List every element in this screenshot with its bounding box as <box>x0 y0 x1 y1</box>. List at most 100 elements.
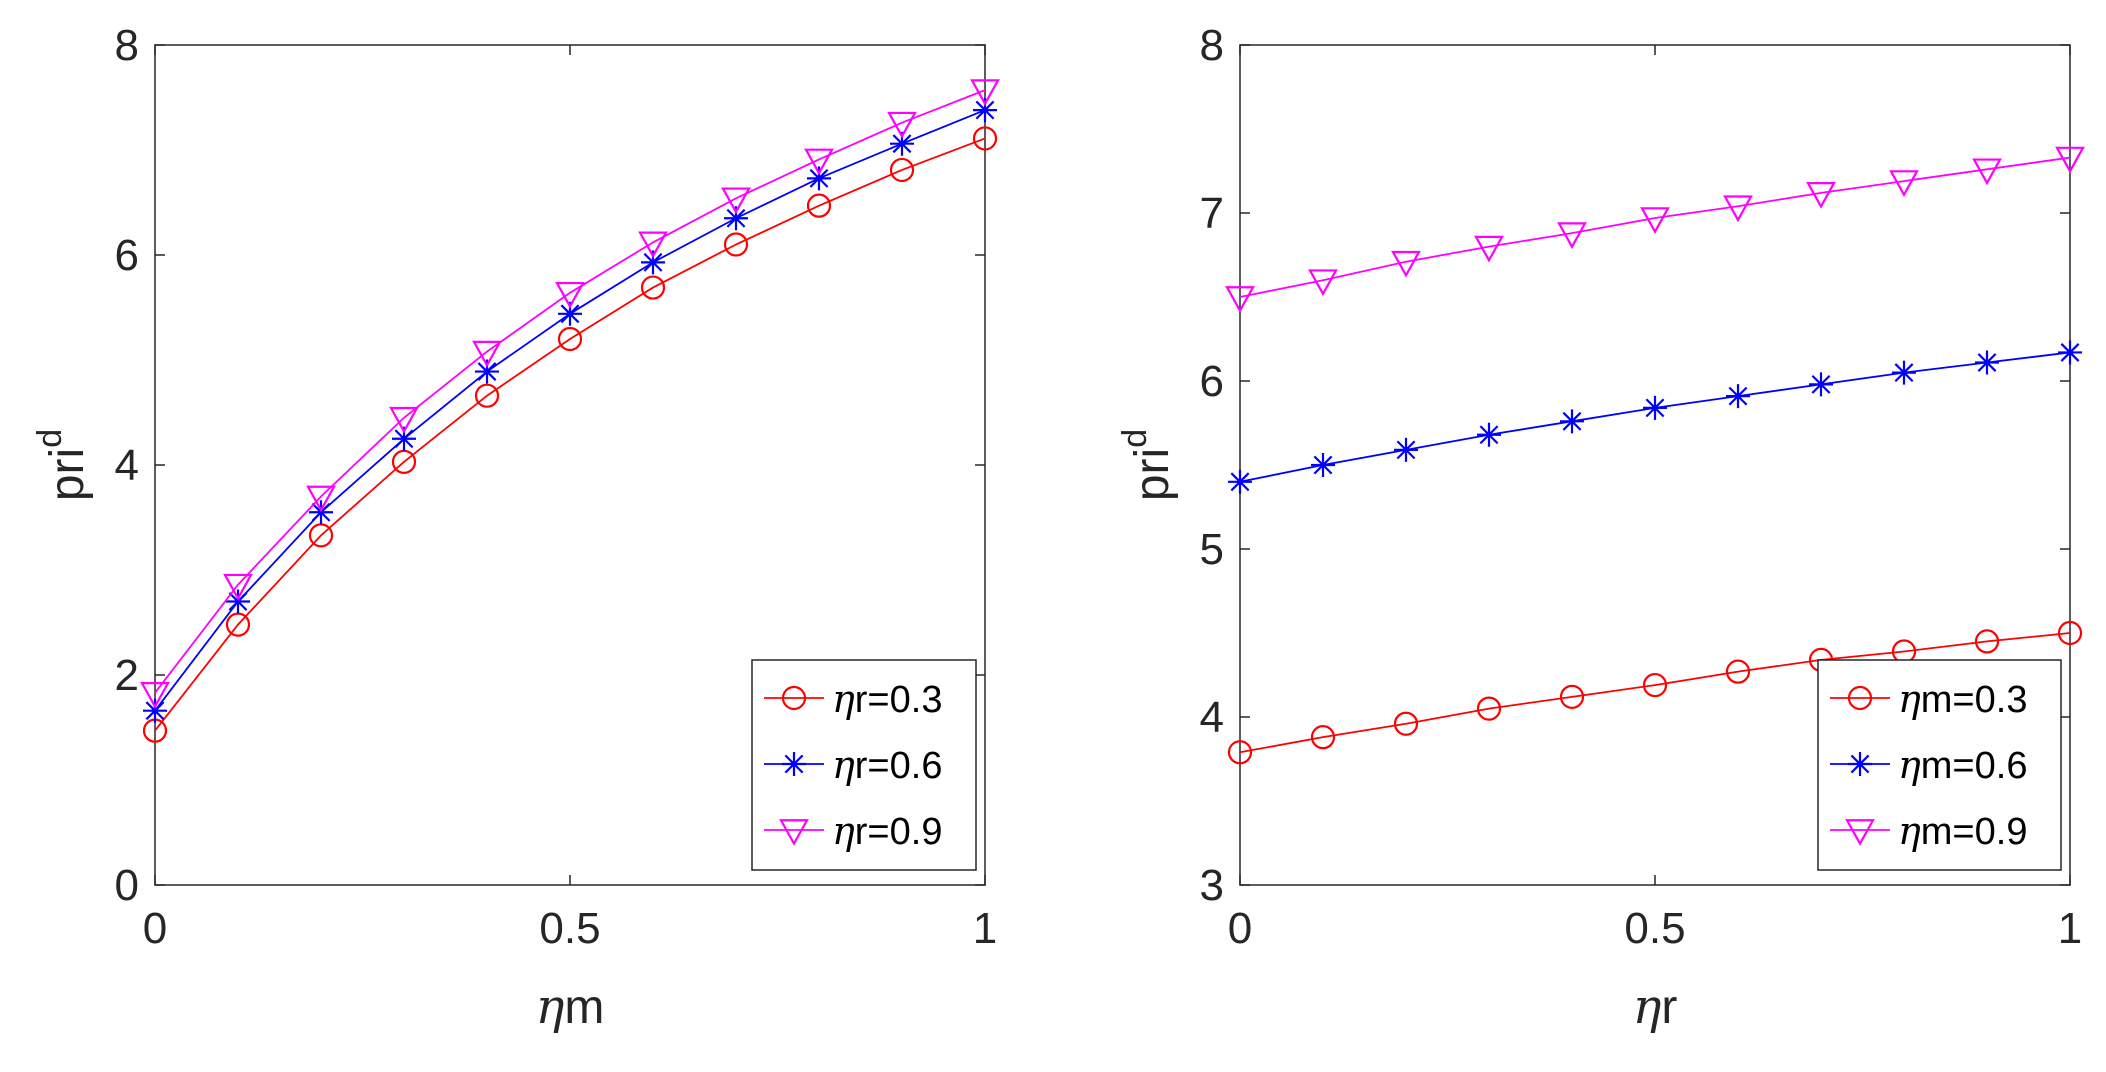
data-point <box>1642 672 1668 698</box>
data-point <box>723 232 749 257</box>
legend-entry-label: ηm=0.9 <box>1898 809 2027 853</box>
data-point <box>392 426 416 451</box>
data-point <box>1393 711 1419 736</box>
data-point <box>1476 696 1502 721</box>
data-point <box>724 206 748 231</box>
legend-marker <box>1845 819 1875 846</box>
data-point <box>1477 422 1501 447</box>
data-point <box>1643 395 1667 420</box>
data-point <box>1557 222 1587 250</box>
data-point <box>1310 725 1336 750</box>
data-point <box>1559 684 1585 709</box>
chart-panel-2: 0 0.5 1 3 4 5 6 7 8 ηr prid ηm=0.3 ηm=0.6 ηm=0.9 <box>1116 21 2085 1035</box>
data-point <box>1974 629 2000 654</box>
y-tick-label: 4 <box>1200 693 1224 742</box>
legend-marker <box>781 685 807 711</box>
chart-panel-1: 0 0.5 1 0 2 4 6 8 ηm prid ηr=0.3 ηr=0.6 ηr=0.9 <box>31 21 1000 1035</box>
legend-entry-label: ηr=0.6 <box>832 743 942 787</box>
x-axis-label: ηr <box>1633 979 1678 1035</box>
y-tick-label: 2 <box>115 651 139 700</box>
series-line <box>154 137 986 732</box>
legend-marker <box>782 752 806 776</box>
data-point <box>1394 437 1418 462</box>
data-point <box>226 589 250 614</box>
data-point <box>1228 469 1252 494</box>
y-tick-label: 0 <box>115 861 139 910</box>
series-m-3 <box>1225 146 2085 313</box>
y-tick-label: 7 <box>1200 189 1224 238</box>
data-point <box>804 148 834 176</box>
data-point <box>1972 158 2002 186</box>
legend: ηr=0.3 ηr=0.6 ηr=0.9 <box>751 659 977 871</box>
data-point <box>1892 360 1916 385</box>
x-tick-label: 0.5 <box>1624 904 1685 953</box>
x-tick-label: 0.5 <box>539 904 600 953</box>
data-point <box>1723 195 1753 223</box>
data-point <box>2057 620 2083 646</box>
data-point <box>1640 207 1670 234</box>
data-point <box>1227 740 1253 765</box>
data-point <box>887 111 917 139</box>
y-tick-label: 6 <box>1200 357 1224 406</box>
x-tick-label: 0 <box>143 904 167 953</box>
series-m-2 <box>1228 340 2082 494</box>
data-point <box>1308 269 1338 297</box>
data-point <box>1726 384 1750 409</box>
data-point <box>475 359 499 384</box>
legend-entry-label: ηm=0.3 <box>1898 677 2027 721</box>
data-point <box>641 250 665 275</box>
data-point <box>558 301 582 326</box>
series-line <box>1239 632 2071 754</box>
data-point <box>807 166 831 191</box>
legend-marker <box>1847 685 1873 711</box>
data-point <box>806 193 832 218</box>
data-point <box>638 231 668 259</box>
legend-marker <box>1848 752 1872 776</box>
legend: ηm=0.3 ηm=0.6 ηm=0.9 <box>1817 659 2062 871</box>
data-point <box>474 383 500 408</box>
data-point <box>721 187 751 215</box>
legend-entry-label: ηr=0.3 <box>832 677 942 721</box>
data-point <box>972 126 998 151</box>
data-point <box>557 326 583 352</box>
data-point <box>2058 340 2082 365</box>
y-axis-label: prid <box>31 429 94 501</box>
data-point <box>140 681 170 709</box>
data-point <box>1225 286 1255 313</box>
x-axis-label: ηm <box>536 979 605 1035</box>
data-point <box>973 98 997 123</box>
y-tick-label: 4 <box>115 441 139 490</box>
data-point <box>472 340 502 368</box>
y-tick-label: 8 <box>115 21 139 70</box>
data-point <box>640 275 666 300</box>
data-point <box>391 449 417 474</box>
data-point <box>1889 170 1919 197</box>
data-point <box>1809 372 1833 397</box>
data-point <box>1474 235 1504 263</box>
data-point <box>389 406 419 434</box>
y-tick-label: 5 <box>1200 525 1224 574</box>
legend-entry-label: ηm=0.6 <box>1898 743 2027 787</box>
data-point <box>223 573 253 601</box>
legend-entry-label: ηr=0.9 <box>832 809 942 853</box>
series-r-3 <box>140 79 1000 709</box>
series-line <box>154 89 986 694</box>
data-point <box>555 281 585 309</box>
data-point <box>306 485 336 513</box>
x-tick-label: 0 <box>1228 904 1252 953</box>
series-m-1 <box>1227 620 2083 765</box>
y-tick-label: 6 <box>115 231 139 280</box>
data-point <box>143 698 167 723</box>
data-point <box>1560 409 1584 434</box>
data-point <box>1975 350 1999 375</box>
data-point <box>308 523 334 548</box>
data-point <box>1725 659 1751 684</box>
data-point <box>1311 453 1335 477</box>
data-point <box>2055 146 2085 174</box>
series-line <box>1239 156 2071 298</box>
series-r-1 <box>142 126 998 743</box>
data-point <box>1391 250 1421 278</box>
data-point <box>1806 181 1836 209</box>
data-point <box>225 612 251 637</box>
